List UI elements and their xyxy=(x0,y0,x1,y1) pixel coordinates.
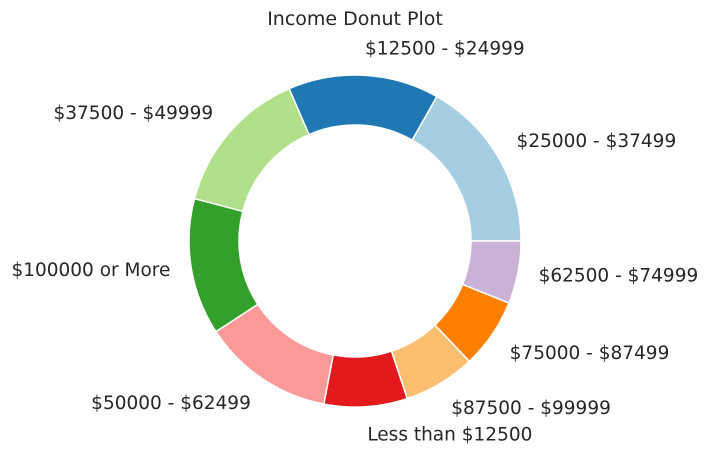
slice-label-1: $12500 - $24999 xyxy=(365,38,525,59)
slice-label-8: $62500 - $74999 xyxy=(539,266,699,287)
donut-slices xyxy=(188,74,522,408)
slice-label-4: $50000 - $62499 xyxy=(91,393,251,414)
donut-slice-1 xyxy=(288,74,438,142)
slice-label-7: $75000 - $87499 xyxy=(510,343,670,364)
slice-label-6: $87500 - $99999 xyxy=(451,398,611,419)
donut-slice-8 xyxy=(461,240,522,305)
slice-label-0: $25000 - $37499 xyxy=(517,131,677,152)
slice-label-5: Less than $12500 xyxy=(367,424,532,445)
slice-labels: $25000 - $37499 $12500 - $24999 $37500 - $… xyxy=(11,38,698,445)
donut-slice-0 xyxy=(411,95,522,242)
slice-label-3: $100000 or More xyxy=(11,260,170,281)
donut-slice-4 xyxy=(214,303,335,405)
slice-label-2: $37500 - $49999 xyxy=(53,103,213,124)
chart-title: Income Donut Plot xyxy=(267,8,443,30)
